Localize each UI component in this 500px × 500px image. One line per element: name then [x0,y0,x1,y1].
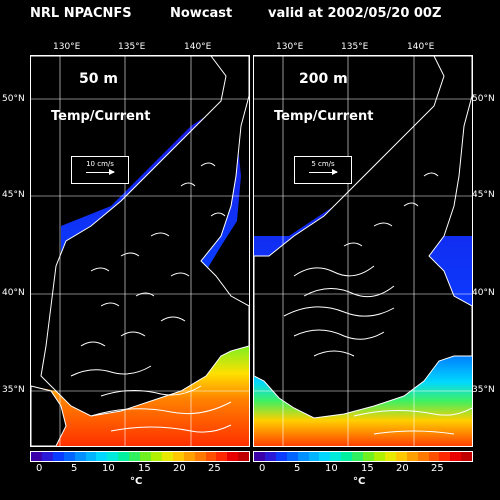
colorbar-tick: 15 [138,463,151,474]
valid-time: valid at 2002/05/20 00Z [268,6,442,21]
colorbar-tick: 10 [325,463,338,474]
colorbar-tick: 15 [361,463,374,474]
colorbar-swatch [363,452,374,461]
colorbar-swatch [63,452,75,461]
colorbar-swatch [150,452,162,461]
lat-label-35: 35°N [472,385,495,395]
colorbar-tick: 10 [102,463,115,474]
colorbar-swatch [238,452,250,461]
colorbar-tick: 25 [208,463,221,474]
map-panel-50m: 50 m Temp/Current 10 cm/s [30,55,250,447]
current-vectors [70,162,232,433]
colorbar-swatch [172,452,184,461]
temperature-colorbar [253,451,473,462]
colorbar-swatch [118,452,130,461]
lon-label-140: 140°E [184,42,212,52]
lat-label-45: 45°N [2,190,25,200]
reference-arrow-icon [309,169,338,175]
colorbar-swatch [41,452,53,461]
lat-label-40: 40°N [2,288,25,298]
reference-arrow-icon [86,169,115,175]
lat-label-50: 50°N [472,94,495,104]
colorbar-swatch [308,452,320,461]
colorbar-swatch [31,452,42,461]
colorbar-swatch [194,452,206,461]
colorbar-swatch [341,452,353,461]
landmass [31,56,249,417]
lon-label-135: 135°E [341,42,369,52]
colorbar-tick: 0 [36,463,43,474]
colorbar-swatch [373,452,385,461]
colorbar-tick: 5 [71,463,78,474]
current-vectors [283,172,472,435]
depth-label: 50 m [79,71,118,87]
colorbar-swatch [227,452,239,461]
colorbar-swatch [216,452,228,461]
colorbar-swatch [319,452,331,461]
nowcast-label: Nowcast [170,6,233,21]
lat-label-40: 40°N [472,288,495,298]
lon-label-135: 135°E [118,42,146,52]
colorbar-swatch [395,452,407,461]
colorbar-swatch [297,452,309,461]
colorbar-swatch [406,452,418,461]
lon-label-130: 130°E [276,42,304,52]
colorbar-tick: 20 [396,463,409,474]
colorbar-swatch [439,452,451,461]
colorbar-swatch [96,452,108,461]
lon-label-140: 140°E [407,42,435,52]
temperature-colorbar [30,451,250,462]
variable-label: Temp/Current [274,109,374,124]
lat-label-35: 35°N [2,385,25,395]
colorbar-unit: °C [130,476,143,487]
colorbar-swatch [85,452,97,461]
colorbar-swatch [161,452,173,461]
colorbar-swatch [417,452,429,461]
colorbar-swatch [461,452,473,461]
colorbar-tick: 25 [431,463,444,474]
colorbar-swatch [352,452,364,461]
landmass [254,56,472,419]
variable-label: Temp/Current [51,109,151,124]
colorbar-tick: 0 [259,463,266,474]
colorbar-swatch [330,452,342,461]
colorbar-swatch [286,452,298,461]
reference-vector-label: 10 cm/s [86,160,114,168]
lat-label-50: 50°N [2,94,25,104]
colorbar-swatch [107,452,119,461]
colorbar-swatch [129,452,141,461]
colorbar-swatch [384,452,396,461]
depth-label: 200 m [299,71,348,87]
reference-vector-box: 5 cm/s [294,156,352,184]
colorbar-swatch [205,452,217,461]
colorbar-swatch [140,452,151,461]
colorbar-swatch [183,452,195,461]
map-panel-200m: 200 m Temp/Current 5 cm/s [253,55,473,447]
colorbar-unit: °C [353,476,366,487]
colorbar-tick: 5 [294,463,301,474]
colorbar-swatch [264,452,276,461]
model-name: NRL NPACNFS [30,6,132,21]
lat-label-45: 45°N [472,190,495,200]
lon-label-130: 130°E [53,42,81,52]
colorbar-swatch [275,452,287,461]
colorbar-swatch [428,452,440,461]
colorbar-swatch [52,452,64,461]
reference-vector-box: 10 cm/s [71,156,129,184]
colorbar-swatch [254,452,265,461]
temperature-map-50m [31,56,249,446]
colorbar-swatch [74,452,86,461]
graticule [254,56,472,446]
colorbar-tick: 20 [173,463,186,474]
temperature-map-200m [254,56,472,446]
reference-vector-label: 5 cm/s [311,160,335,168]
colorbar-swatch [450,452,462,461]
